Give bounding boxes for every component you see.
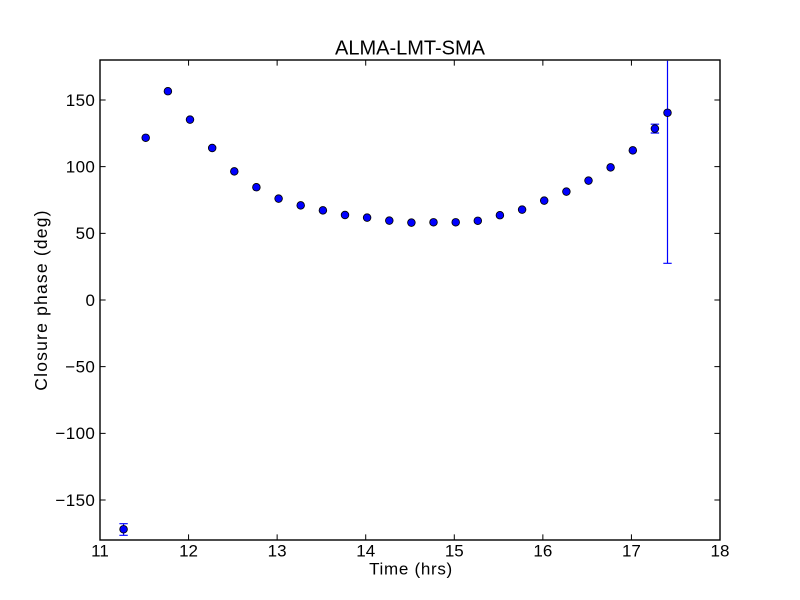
svg-text:12: 12 — [179, 542, 198, 561]
svg-text:13: 13 — [268, 542, 287, 561]
svg-text:17: 17 — [622, 542, 641, 561]
svg-text:100: 100 — [66, 157, 96, 176]
svg-text:0: 0 — [85, 291, 95, 310]
svg-text:16: 16 — [533, 542, 552, 561]
svg-text:15: 15 — [445, 542, 464, 561]
svg-text:−150: −150 — [55, 491, 95, 510]
svg-text:−100: −100 — [55, 424, 95, 443]
svg-text:11: 11 — [91, 542, 109, 561]
svg-text:Time (hrs): Time (hrs) — [369, 560, 453, 579]
svg-text:−50: −50 — [65, 357, 95, 376]
svg-text:14: 14 — [356, 542, 375, 561]
svg-text:Closure phase (deg): Closure phase (deg) — [31, 209, 51, 390]
svg-text:150: 150 — [66, 91, 96, 110]
svg-text:ALMA-LMT-SMA: ALMA-LMT-SMA — [335, 38, 486, 60]
svg-text:18: 18 — [711, 542, 730, 561]
svg-text:50: 50 — [76, 224, 96, 243]
